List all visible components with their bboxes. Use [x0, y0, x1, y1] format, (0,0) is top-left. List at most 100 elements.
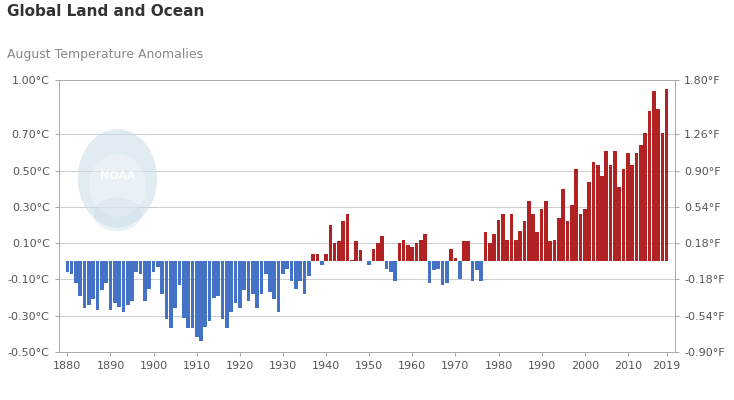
Bar: [251, 261, 255, 294]
Bar: [199, 261, 203, 341]
Bar: [281, 261, 285, 274]
Bar: [380, 236, 384, 261]
Bar: [432, 261, 436, 270]
Bar: [583, 209, 586, 261]
Bar: [539, 209, 543, 261]
Bar: [225, 261, 229, 328]
Bar: [652, 91, 655, 261]
Bar: [91, 261, 95, 300]
Bar: [570, 205, 574, 261]
Bar: [277, 261, 280, 312]
Bar: [164, 261, 168, 319]
Bar: [458, 261, 462, 280]
Bar: [661, 132, 664, 261]
Bar: [470, 261, 474, 281]
Bar: [436, 261, 440, 268]
Bar: [467, 241, 470, 261]
Bar: [367, 261, 371, 265]
Bar: [617, 187, 621, 261]
Text: August Temperature Anomalies: August Temperature Anomalies: [7, 48, 203, 61]
Bar: [260, 261, 264, 294]
Ellipse shape: [89, 154, 146, 217]
Bar: [514, 240, 517, 261]
Bar: [393, 261, 397, 281]
Bar: [341, 222, 345, 261]
Bar: [398, 243, 401, 261]
Bar: [233, 261, 237, 303]
Bar: [475, 261, 479, 270]
Bar: [311, 254, 315, 261]
Bar: [656, 109, 660, 261]
Bar: [329, 225, 333, 261]
Bar: [109, 261, 112, 310]
Bar: [631, 165, 634, 261]
Bar: [350, 260, 354, 261]
Bar: [639, 145, 643, 261]
Bar: [212, 261, 216, 298]
Bar: [208, 261, 211, 321]
Bar: [217, 261, 220, 296]
Bar: [160, 261, 164, 294]
Bar: [70, 261, 73, 274]
Bar: [191, 261, 195, 328]
Bar: [454, 258, 457, 261]
Bar: [415, 243, 418, 261]
Bar: [117, 261, 121, 307]
Bar: [320, 261, 324, 265]
Ellipse shape: [78, 129, 157, 228]
Bar: [401, 240, 405, 261]
Bar: [100, 261, 103, 290]
Bar: [665, 89, 669, 261]
Bar: [462, 241, 466, 261]
Bar: [74, 261, 78, 283]
Bar: [553, 240, 556, 261]
Bar: [104, 261, 108, 283]
Bar: [113, 261, 117, 303]
Bar: [527, 202, 531, 261]
Bar: [440, 261, 444, 285]
Bar: [203, 261, 207, 327]
Bar: [557, 218, 561, 261]
Bar: [578, 214, 582, 261]
Bar: [518, 230, 522, 261]
Bar: [536, 232, 539, 261]
Bar: [83, 261, 87, 308]
Bar: [523, 222, 526, 261]
Bar: [608, 165, 612, 261]
Bar: [302, 261, 306, 294]
Bar: [613, 151, 617, 261]
Bar: [130, 261, 134, 301]
Bar: [272, 261, 276, 300]
Bar: [169, 261, 172, 328]
Bar: [376, 243, 379, 261]
Bar: [600, 176, 604, 261]
Bar: [626, 152, 630, 261]
Bar: [286, 261, 289, 268]
Bar: [255, 261, 259, 308]
Ellipse shape: [93, 198, 142, 231]
Bar: [647, 111, 651, 261]
Bar: [148, 261, 151, 288]
Bar: [65, 261, 69, 272]
Bar: [501, 214, 505, 261]
Bar: [488, 243, 492, 261]
Bar: [264, 261, 267, 274]
Bar: [355, 241, 358, 261]
Bar: [419, 240, 423, 261]
Bar: [484, 232, 487, 261]
Bar: [143, 261, 147, 301]
Bar: [406, 245, 410, 261]
Bar: [307, 261, 310, 276]
Bar: [509, 214, 513, 261]
Bar: [126, 261, 129, 305]
Bar: [195, 261, 198, 338]
Bar: [268, 261, 272, 292]
Bar: [605, 151, 608, 261]
Bar: [479, 261, 483, 281]
Text: Global Land and Ocean: Global Land and Ocean: [7, 4, 205, 19]
Bar: [95, 261, 99, 310]
Bar: [389, 261, 393, 272]
Bar: [139, 261, 142, 274]
Bar: [229, 261, 233, 312]
Bar: [562, 189, 565, 261]
